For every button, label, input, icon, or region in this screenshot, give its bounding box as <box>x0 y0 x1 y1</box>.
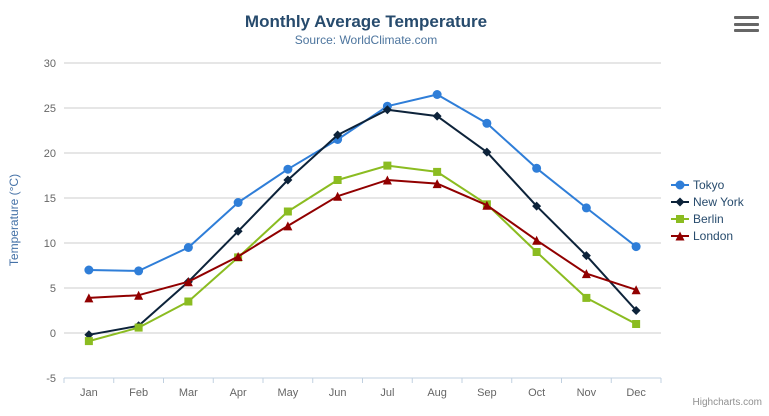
marker-tokyo[interactable] <box>134 266 144 276</box>
hamburger-icon <box>734 22 759 26</box>
series-line-london <box>87 179 638 299</box>
marker-london[interactable] <box>134 290 144 300</box>
marker-new-york[interactable] <box>532 201 542 211</box>
x-axis-label: Aug <box>427 387 447 399</box>
legend-item-berlin[interactable]: Berlin <box>671 212 744 226</box>
marker-tokyo[interactable] <box>283 164 293 174</box>
credits-link[interactable]: Highcharts.com <box>692 397 762 408</box>
marker-berlin[interactable] <box>84 337 93 346</box>
x-axis-label: Sep <box>477 387 497 399</box>
marker-london[interactable] <box>333 191 343 201</box>
y-axis-label: 30 <box>44 58 56 70</box>
legend-label: London <box>693 229 734 243</box>
legend-square-icon <box>671 215 689 223</box>
marker-new-york[interactable] <box>482 147 492 157</box>
x-axis-label: Jan <box>80 387 98 399</box>
legend-label: New York <box>693 195 744 209</box>
y-axis-label: -5 <box>46 373 56 385</box>
y-axis-title: Temperature (°C) <box>7 173 21 267</box>
marker-berlin[interactable] <box>184 297 193 306</box>
y-axis-label: 20 <box>44 148 56 160</box>
x-axis-label: Mar <box>179 387 198 399</box>
marker-london[interactable] <box>532 235 542 245</box>
marker-new-york[interactable] <box>84 330 94 340</box>
marker-berlin[interactable] <box>532 248 541 256</box>
marker-new-york[interactable] <box>432 111 442 121</box>
legend-diamond-icon <box>671 197 689 207</box>
marker-tokyo[interactable] <box>432 90 442 99</box>
marker-berlin[interactable] <box>582 293 591 302</box>
series-line-new-york <box>87 108 638 336</box>
marker-london[interactable] <box>283 221 293 231</box>
x-axis-label: Feb <box>129 387 148 399</box>
legend-circle-icon <box>671 180 689 190</box>
marker-new-york[interactable] <box>283 175 293 185</box>
marker-london[interactable] <box>631 285 641 295</box>
series-line-berlin <box>87 164 638 343</box>
x-axis-label: Nov <box>577 387 597 399</box>
marker-berlin[interactable] <box>433 167 442 176</box>
y-axis-label: 0 <box>50 328 56 340</box>
marker-london[interactable] <box>233 252 243 261</box>
chart-title: Monthly Average Temperature <box>244 12 488 31</box>
marker-berlin[interactable] <box>632 320 641 328</box>
marker-new-york[interactable] <box>631 306 641 315</box>
marker-berlin[interactable] <box>283 207 292 216</box>
legend-label: Berlin <box>693 212 724 226</box>
hamburger-icon <box>734 29 759 32</box>
marker-berlin[interactable] <box>134 323 143 332</box>
marker-london[interactable] <box>84 293 94 303</box>
marker-london[interactable] <box>432 179 442 189</box>
marker-new-york[interactable] <box>233 226 243 236</box>
marker-tokyo[interactable] <box>581 203 591 213</box>
marker-tokyo[interactable] <box>84 265 94 275</box>
marker-new-york[interactable] <box>382 105 392 115</box>
legend-label: Tokyo <box>693 178 725 192</box>
x-axis-label: Oct <box>528 387 545 399</box>
marker-london[interactable] <box>183 277 193 287</box>
y-axis-label: 5 <box>50 283 56 295</box>
x-axis-label: Apr <box>230 387 247 399</box>
legend-item-tokyo[interactable]: Tokyo <box>671 178 744 192</box>
legend-item-new-york[interactable]: New York <box>671 195 744 209</box>
legend: Tokyo New York Berlin London <box>671 178 744 243</box>
marker-london[interactable] <box>482 200 492 210</box>
marker-new-york[interactable] <box>333 130 343 140</box>
series-line-tokyo <box>87 93 638 272</box>
x-axis-label: Jun <box>329 387 347 399</box>
export-menu-button[interactable] <box>734 16 759 32</box>
marker-berlin[interactable] <box>333 176 342 184</box>
chart-subtitle: Source: WorldClimate.com <box>294 33 438 47</box>
x-axis-label: Jul <box>380 387 394 399</box>
marker-london[interactable] <box>581 269 591 279</box>
marker-berlin[interactable] <box>383 161 392 170</box>
marker-new-york[interactable] <box>581 251 591 261</box>
x-axis-label: Dec <box>626 387 646 399</box>
legend-triangle-icon <box>671 231 689 241</box>
marker-london[interactable] <box>382 175 392 185</box>
marker-tokyo[interactable] <box>631 242 641 252</box>
marker-tokyo[interactable] <box>183 243 193 252</box>
y-axis-label: 15 <box>44 193 56 205</box>
marker-tokyo[interactable] <box>233 198 243 207</box>
marker-tokyo[interactable] <box>532 163 542 173</box>
x-axis-label: May <box>277 387 298 399</box>
y-axis-label: 25 <box>44 103 56 115</box>
y-axis-label: 10 <box>44 238 56 250</box>
marker-tokyo[interactable] <box>482 118 492 128</box>
hamburger-icon <box>734 16 759 19</box>
legend-item-london[interactable]: London <box>671 229 744 243</box>
